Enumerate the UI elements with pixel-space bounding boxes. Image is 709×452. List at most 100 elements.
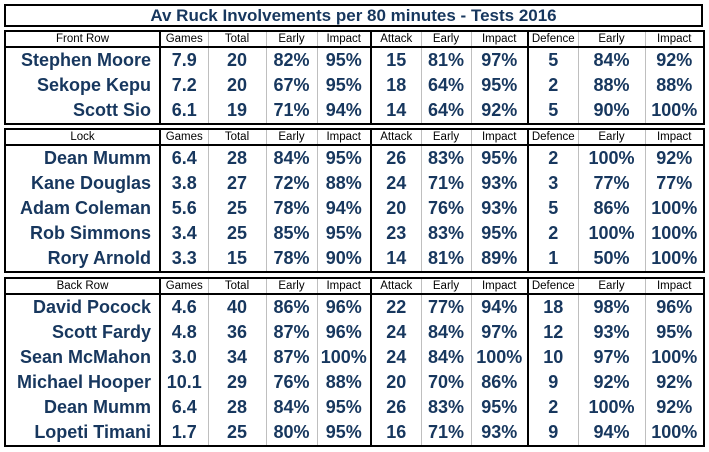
stat-cell: 18 <box>370 73 422 98</box>
column-header: Total <box>207 31 267 48</box>
stat-cell: 20 <box>370 196 422 221</box>
stat-cell: 29 <box>207 370 267 395</box>
stat-cell: 6.4 <box>159 145 209 171</box>
stat-cell: 85% <box>265 221 318 246</box>
stat-cell: 86% <box>265 294 318 320</box>
stat-cell: 94% <box>316 98 372 124</box>
table-row: Adam Coleman 5.6 25 78% 94% 20 76% 93% 5 86% 100% <box>4 196 705 221</box>
stat-cell: 25 <box>207 420 267 446</box>
player-name: Sean McMahon <box>4 345 161 370</box>
section-label: Back Row <box>4 278 161 295</box>
stat-cell: 95% <box>316 145 372 171</box>
stat-cell: 97% <box>470 47 529 73</box>
table-row: Kane Douglas 3.8 27 72% 88% 24 71% 93% 3 77% 77% <box>4 171 705 196</box>
stat-cell: 95% <box>644 320 705 345</box>
player-name: Kane Douglas <box>4 171 161 196</box>
stat-cell: 95% <box>316 47 372 73</box>
stat-cell: 82% <box>265 47 318 73</box>
stat-cell: 95% <box>316 420 372 446</box>
stat-cell: 95% <box>470 73 529 98</box>
stat-cell: 96% <box>316 320 372 345</box>
stat-cell: 97% <box>577 345 646 370</box>
column-header: Impact <box>316 129 372 146</box>
stat-cell: 5 <box>527 196 579 221</box>
stat-cell: 100% <box>577 221 646 246</box>
column-header: Early <box>420 278 472 295</box>
stat-cell: 84% <box>265 395 318 420</box>
stat-cell: 76% <box>420 196 472 221</box>
column-header: Impact <box>316 278 372 295</box>
table-row: Rory Arnold 3.3 15 78% 90% 14 81% 89% 1 50% 100% <box>4 246 705 272</box>
stat-cell: 2 <box>527 145 579 171</box>
column-header: Attack <box>370 31 422 48</box>
column-header: Impact <box>316 31 372 48</box>
stat-cell: 2 <box>527 221 579 246</box>
stat-cell: 24 <box>370 320 422 345</box>
table-row: Dean Mumm 6.4 28 84% 95% 26 83% 95% 2 100% 92% <box>4 145 705 171</box>
table-row: Sean McMahon 3.0 34 87% 100% 24 84% 100% 10 97% 10… <box>4 345 705 370</box>
stat-cell: 5.6 <box>159 196 209 221</box>
stat-cell: 10.1 <box>159 370 209 395</box>
column-header: Early <box>577 31 646 48</box>
stat-cell: 9 <box>527 370 579 395</box>
stat-cell: 89% <box>470 246 529 272</box>
stat-cell: 71% <box>265 98 318 124</box>
section-label: Lock <box>4 129 161 146</box>
stat-cell: 12 <box>527 320 579 345</box>
stat-cell: 19 <box>207 98 267 124</box>
column-header: Impact <box>644 129 705 146</box>
stat-cell: 40 <box>207 294 267 320</box>
stat-cell: 28 <box>207 395 267 420</box>
column-header: Early <box>420 129 472 146</box>
stat-cell: 90% <box>577 98 646 124</box>
stat-cell: 88% <box>316 370 372 395</box>
stat-cell: 27 <box>207 171 267 196</box>
stat-cell: 98% <box>577 294 646 320</box>
stat-cell: 88% <box>644 73 705 98</box>
column-header: Early <box>265 31 318 48</box>
stat-cell: 92% <box>470 98 529 124</box>
stat-cell: 96% <box>316 294 372 320</box>
stat-cell: 5 <box>527 98 579 124</box>
column-header: Impact <box>470 129 529 146</box>
stat-cell: 88% <box>316 171 372 196</box>
stat-cell: 95% <box>316 73 372 98</box>
stat-cell: 87% <box>265 345 318 370</box>
column-header: Games <box>159 129 209 146</box>
stat-cell: 95% <box>316 221 372 246</box>
stat-cell: 24 <box>370 171 422 196</box>
stat-cell: 16 <box>370 420 422 446</box>
stat-cell: 83% <box>420 395 472 420</box>
stat-cell: 90% <box>316 246 372 272</box>
stat-cell: 81% <box>420 246 472 272</box>
player-name: Michael Hooper <box>4 370 161 395</box>
column-header: Early <box>265 278 318 295</box>
table-row: David Pocock 4.6 40 86% 96% 22 77% 94% 18 98% 96% <box>4 294 705 320</box>
stat-cell: 3.3 <box>159 246 209 272</box>
stat-cell: 100% <box>644 345 705 370</box>
column-header: Attack <box>370 278 422 295</box>
stat-cell: 100% <box>644 98 705 124</box>
stat-cell: 2 <box>527 73 579 98</box>
stat-cell: 24 <box>370 345 422 370</box>
stat-cell: 92% <box>644 395 705 420</box>
table-row: Dean Mumm 6.4 28 84% 95% 26 83% 95% 2 100% 92% <box>4 395 705 420</box>
stat-cell: 23 <box>370 221 422 246</box>
column-header: Impact <box>470 278 529 295</box>
stat-cell: 70% <box>420 370 472 395</box>
column-header: Games <box>159 31 209 48</box>
column-header: Total <box>207 278 267 295</box>
stat-cell: 100% <box>644 196 705 221</box>
stat-cell: 100% <box>644 221 705 246</box>
column-header: Impact <box>644 31 705 48</box>
back-row-table: Back Row Games Total Early Impact Attack Early… <box>4 277 705 447</box>
stat-cell: 6.1 <box>159 98 209 124</box>
player-name: Stephen Moore <box>4 47 161 73</box>
stat-cell: 95% <box>470 221 529 246</box>
stat-cell: 3.8 <box>159 171 209 196</box>
stat-cell: 100% <box>644 420 705 446</box>
column-header: Attack <box>370 129 422 146</box>
player-name: Rory Arnold <box>4 246 161 272</box>
front-row-table: Front Row Games Total Early Impact Attack Earl… <box>4 30 705 125</box>
stat-cell: 2 <box>527 395 579 420</box>
